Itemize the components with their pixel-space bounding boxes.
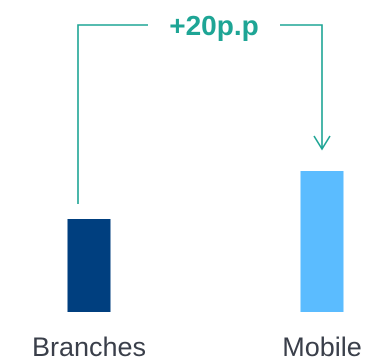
annotation-arrowhead [313, 135, 331, 151]
annotation-connector [77, 24, 323, 204]
category-label-mobile: Mobile [282, 332, 362, 362]
category-label-branches: Branches [32, 332, 146, 362]
bar-branches [67, 219, 111, 312]
annotation-label: +20p.p [169, 10, 258, 41]
bar-mobile [300, 171, 344, 312]
